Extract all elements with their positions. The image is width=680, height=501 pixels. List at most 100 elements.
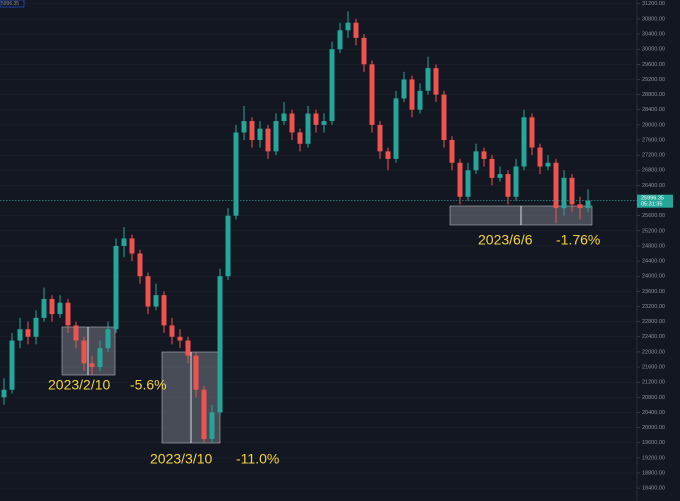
candle-body bbox=[305, 113, 311, 144]
candle-body bbox=[257, 128, 263, 141]
candle-body bbox=[313, 113, 319, 125]
countdown-label: 05:31:35 bbox=[641, 202, 662, 208]
candle-body bbox=[529, 117, 535, 148]
candle-body bbox=[361, 37, 367, 65]
candle-body bbox=[233, 132, 239, 216]
y-tick-label: 28800.00 bbox=[642, 92, 665, 98]
annotation-change: -11.0% bbox=[236, 451, 279, 467]
candle-body bbox=[457, 162, 463, 197]
y-tick-label: 28400.00 bbox=[642, 107, 665, 113]
last-price-box bbox=[637, 194, 673, 208]
y-tick-label: 21600.00 bbox=[642, 364, 665, 370]
candle-body bbox=[185, 340, 191, 356]
y-tick-label: 30800.00 bbox=[642, 16, 665, 22]
candle-body bbox=[345, 22, 351, 31]
candle-body bbox=[497, 174, 503, 178]
candle-body bbox=[385, 151, 391, 159]
candle-body bbox=[425, 68, 431, 91]
candle-body bbox=[17, 329, 23, 341]
y-tick-label: 28000.00 bbox=[642, 122, 665, 128]
candle-body bbox=[281, 113, 287, 122]
candle-body bbox=[113, 245, 119, 330]
candle-body bbox=[225, 215, 231, 277]
candle-body bbox=[137, 253, 143, 277]
candle-body bbox=[217, 276, 223, 413]
candle-body bbox=[537, 147, 543, 167]
candle-body bbox=[209, 412, 215, 439]
y-tick-label: 31200.00 bbox=[642, 1, 665, 7]
y-tick-label: 27600.00 bbox=[642, 137, 665, 143]
candle-body bbox=[569, 177, 575, 205]
candle-body bbox=[41, 298, 47, 318]
candle-body bbox=[97, 348, 103, 368]
y-tick-label: 23600.00 bbox=[642, 289, 665, 295]
candle-body bbox=[465, 170, 471, 197]
candle-body bbox=[545, 162, 551, 167]
annotation-date: 2023/3/10 bbox=[150, 451, 212, 467]
candle-body bbox=[409, 79, 415, 110]
y-tick-label: 26400.00 bbox=[642, 183, 665, 189]
y-tick-label: 20400.00 bbox=[642, 410, 665, 416]
y-tick-label: 25600.00 bbox=[642, 213, 665, 219]
candle-body bbox=[241, 121, 247, 133]
y-tick-label: 20800.00 bbox=[642, 395, 665, 401]
candle-body bbox=[321, 121, 327, 125]
y-tick-label: 24000.00 bbox=[642, 274, 665, 280]
y-tick-label: 21200.00 bbox=[642, 380, 665, 386]
y-tick-label: 25200.00 bbox=[642, 228, 665, 234]
corner-label: 5996.35 bbox=[1, 1, 19, 7]
candle-body bbox=[65, 302, 71, 326]
candle-body bbox=[353, 22, 359, 38]
y-tick-label: 29600.00 bbox=[642, 62, 665, 68]
candle-body bbox=[337, 30, 343, 50]
candle-body bbox=[473, 151, 479, 171]
y-tick-label: 18800.00 bbox=[642, 470, 665, 476]
candle-body bbox=[505, 174, 511, 197]
y-tick-label: 29200.00 bbox=[642, 77, 665, 83]
candle-body bbox=[57, 302, 63, 315]
y-tick-label: 22400.00 bbox=[642, 334, 665, 340]
candle-body bbox=[449, 140, 455, 163]
candle-body bbox=[9, 340, 15, 390]
annotation-date: 2023/6/6 bbox=[478, 232, 533, 248]
candle-body bbox=[273, 121, 279, 152]
y-tick-label: 26800.00 bbox=[642, 168, 665, 174]
candle-body bbox=[265, 128, 271, 152]
candle-body bbox=[433, 68, 439, 95]
candle-body bbox=[377, 124, 383, 152]
y-tick-label: 20000.00 bbox=[642, 425, 665, 431]
y-tick-label: 24400.00 bbox=[642, 259, 665, 265]
candle-body bbox=[249, 121, 255, 141]
candle-body bbox=[105, 329, 111, 349]
y-tick-label: 19600.00 bbox=[642, 440, 665, 446]
annotation-date: 2023/2/10 bbox=[48, 377, 110, 393]
y-tick-label: 30400.00 bbox=[642, 32, 665, 38]
candle-body bbox=[25, 329, 31, 337]
candle-body bbox=[297, 132, 303, 144]
candle-body bbox=[73, 325, 79, 341]
candle-body bbox=[481, 151, 487, 159]
annotation-change: -5.6% bbox=[130, 377, 167, 393]
candle-body bbox=[441, 94, 447, 141]
candle-body bbox=[513, 166, 519, 197]
candle-body bbox=[489, 158, 495, 178]
candle-body bbox=[401, 79, 407, 99]
candle-body bbox=[417, 90, 423, 110]
candle-body bbox=[521, 117, 527, 167]
y-tick-label: 18400.00 bbox=[642, 486, 665, 492]
candle-body bbox=[89, 363, 95, 368]
candle-body bbox=[153, 295, 159, 307]
candle-body bbox=[329, 49, 335, 122]
candle-body bbox=[121, 238, 127, 246]
candle-body bbox=[161, 295, 167, 326]
candle-body bbox=[129, 238, 135, 254]
candle-body bbox=[169, 325, 175, 337]
candle-body bbox=[145, 276, 151, 307]
candle-body bbox=[561, 177, 567, 209]
candle-body bbox=[81, 340, 87, 364]
candle-body bbox=[1, 389, 7, 398]
y-tick-label: 24800.00 bbox=[642, 243, 665, 249]
candle-body bbox=[393, 98, 399, 159]
